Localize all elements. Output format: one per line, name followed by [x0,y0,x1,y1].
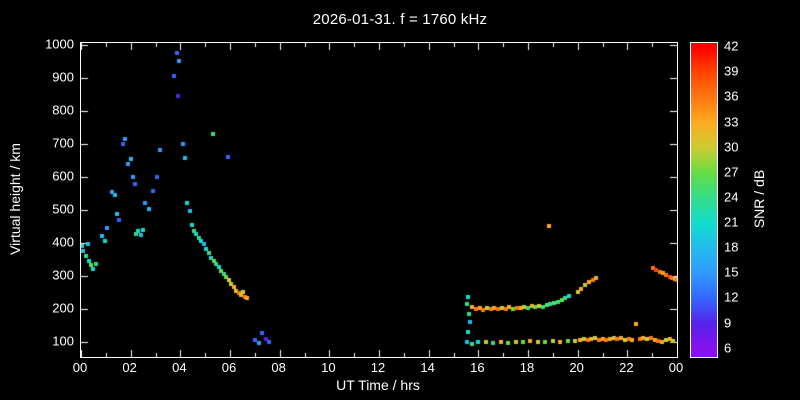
y-tick-label: 600 [52,168,74,184]
y-tick-label: 500 [52,201,74,217]
scatter-plot-canvas [81,43,677,357]
colorbar-tick-label: 9 [724,315,732,330]
x-tick-label: 20 [569,360,584,375]
y-tick-label: 200 [52,300,74,316]
x-tick-label: 00 [72,360,88,375]
colorbar-tick-label: 24 [724,189,739,205]
x-tick-label: 22 [619,360,634,375]
y-axis-label: Virtual height / km [7,143,23,255]
x-tick-label: 10 [321,360,336,375]
colorbar-tick-label: 30 [724,139,739,155]
y-tick-label: 900 [52,69,74,85]
colorbar-tick-label: 18 [724,239,739,255]
y-tick-label: 1000 [45,36,74,52]
colorbar-tick-label: 21 [724,214,739,230]
colorbar-tick-label: 12 [724,289,739,305]
colorbar-tick-label: 27 [724,164,739,180]
plot-area [80,42,678,358]
x-tick-label: 08 [271,360,286,375]
colorbar-tick-label: 36 [724,88,739,104]
x-tick-label: 06 [221,360,237,375]
x-tick-label: 12 [370,360,386,375]
snr-colorbar [690,42,718,358]
y-tick-label: 700 [52,135,74,151]
x-tick-label: 02 [122,360,137,375]
colorbar-tick-label: 6 [724,340,732,356]
colorbar-tick-label: 42 [724,38,739,54]
chart-title: 2026-01-31. f = 1760 kHz [312,11,488,28]
y-tick-label: 300 [52,267,74,283]
x-tick-label: 00 [668,360,684,375]
colorbar-tick-label: 15 [724,264,739,280]
colorbar-tick-label: 39 [724,63,739,79]
x-tick-label: 04 [172,360,187,375]
y-tick-label: 800 [52,102,74,118]
x-tick-label: 18 [519,360,535,375]
x-tick-label: 16 [470,360,485,375]
x-tick-label: 14 [420,360,435,375]
colorbar-label: SNR / dB [751,169,767,229]
x-axis-label: UT Time / hrs [336,377,420,393]
y-tick-label: 400 [52,234,74,250]
colorbar-tick-label: 33 [724,114,739,130]
y-tick-label: 100 [52,333,74,349]
